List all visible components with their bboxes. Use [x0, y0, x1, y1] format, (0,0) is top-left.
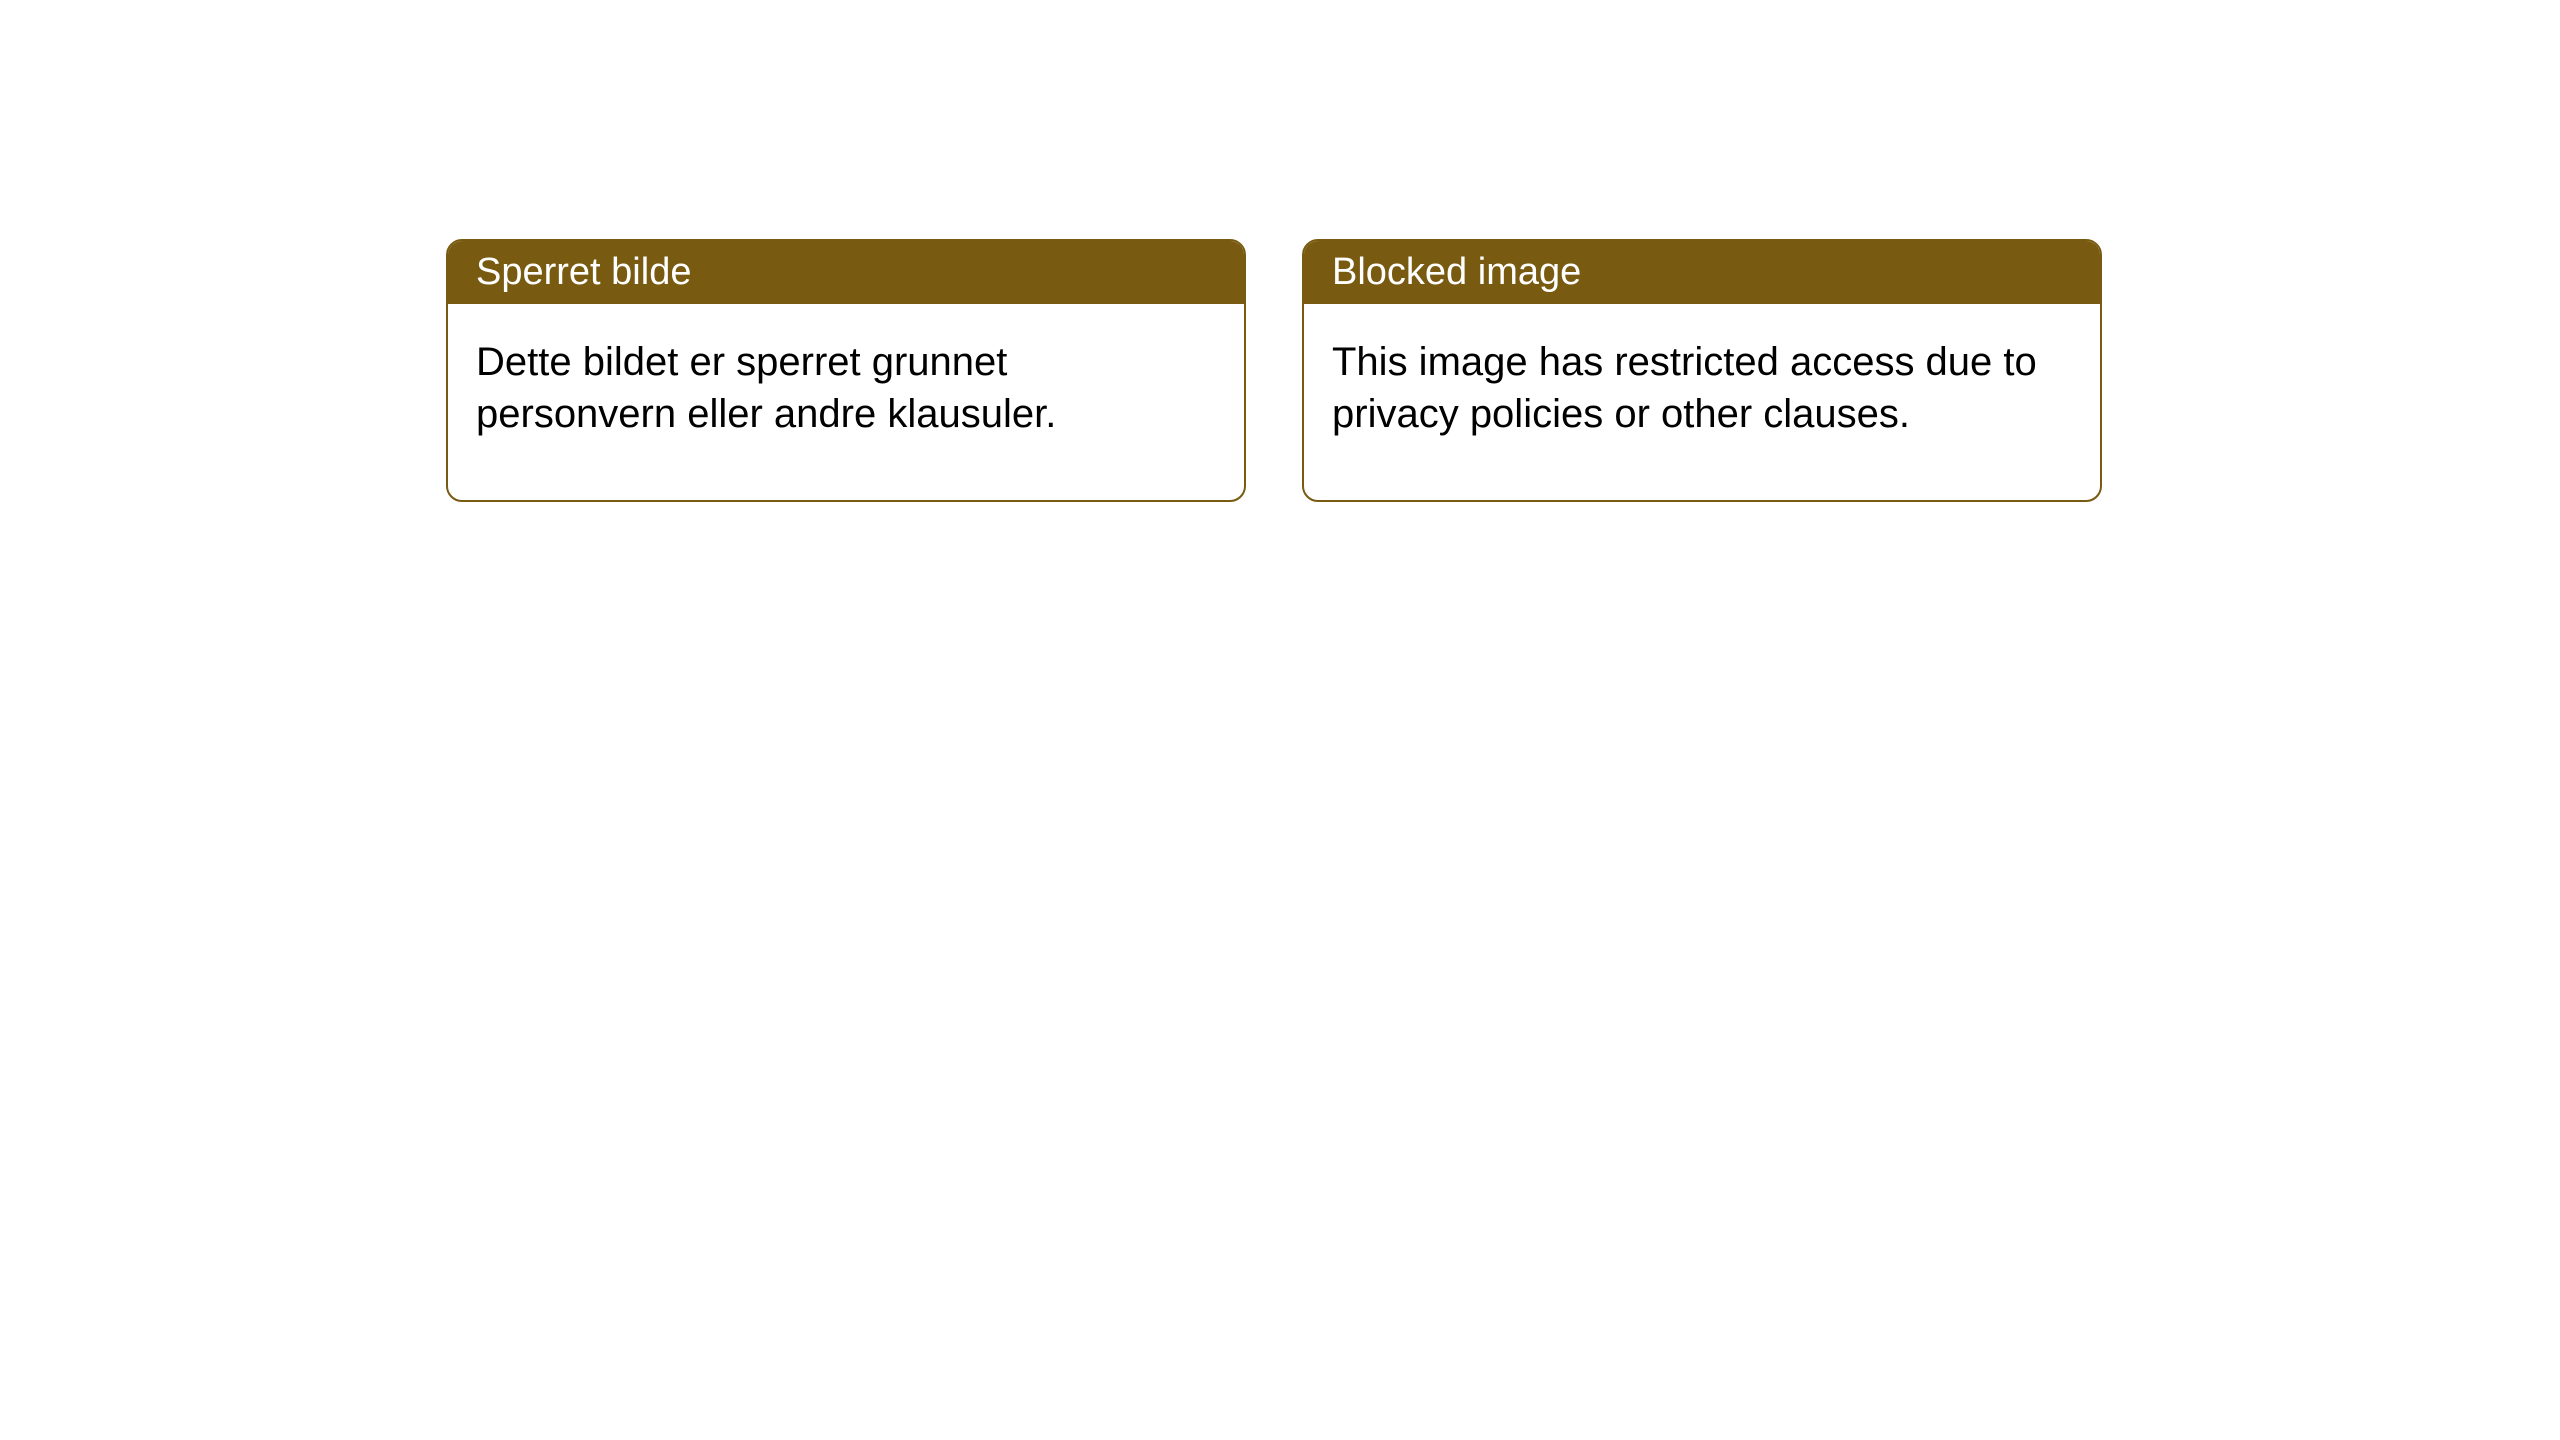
notice-header: Blocked image [1304, 241, 2100, 304]
notice-header: Sperret bilde [448, 241, 1244, 304]
notice-card-english: Blocked image This image has restricted … [1302, 239, 2102, 502]
notice-body: Dette bildet er sperret grunnet personve… [448, 304, 1244, 500]
notice-card-norwegian: Sperret bilde Dette bildet er sperret gr… [446, 239, 1246, 502]
notice-body: This image has restricted access due to … [1304, 304, 2100, 500]
notice-container: Sperret bilde Dette bildet er sperret gr… [446, 239, 2102, 502]
